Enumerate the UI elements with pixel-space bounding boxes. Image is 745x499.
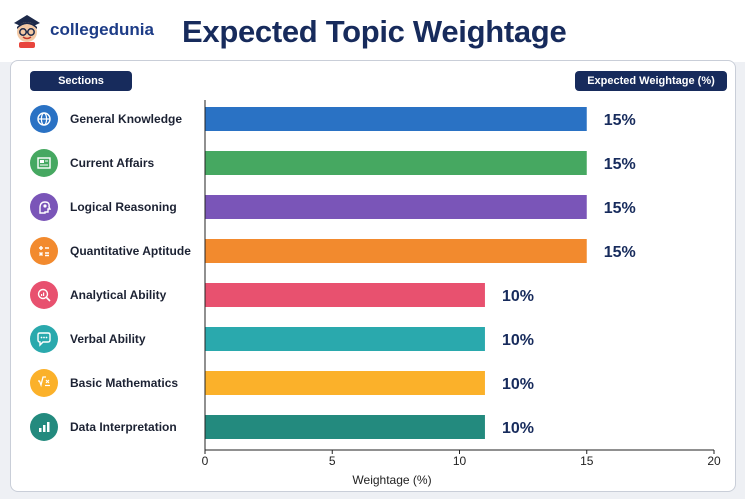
category-label: Current Affairs bbox=[70, 156, 155, 170]
category-label: Logical Reasoning bbox=[70, 200, 177, 214]
sections-header: Sections bbox=[30, 71, 132, 91]
data-label: 15% bbox=[604, 156, 636, 173]
bar bbox=[205, 371, 485, 395]
x-tick-label: 15 bbox=[580, 454, 594, 468]
logo[interactable]: collegedunia bbox=[10, 10, 154, 50]
category-label: General Knowledge bbox=[70, 112, 183, 126]
bar bbox=[205, 151, 587, 175]
category-label: Quantitative Aptitude bbox=[70, 244, 191, 258]
brain-head-icon bbox=[30, 193, 58, 221]
x-tick-label: 0 bbox=[202, 454, 209, 468]
logo-text: collegedunia bbox=[50, 20, 154, 39]
category-label: Analytical Ability bbox=[70, 288, 167, 302]
category-label: Basic Mathematics bbox=[70, 376, 179, 390]
bar bbox=[205, 195, 587, 219]
category-label: Verbal Ability bbox=[70, 332, 146, 346]
globe-icon bbox=[30, 105, 58, 133]
data-label: 15% bbox=[604, 200, 636, 217]
newspaper-icon bbox=[30, 149, 58, 177]
bar-chart-icon bbox=[30, 413, 58, 441]
mascot-icon bbox=[14, 15, 40, 48]
category-label: Data Interpretation bbox=[70, 420, 177, 434]
data-label: 10% bbox=[502, 332, 534, 349]
data-label: 10% bbox=[502, 376, 534, 393]
data-label: 10% bbox=[502, 420, 534, 437]
weightage-header: Expected Weightage (%) bbox=[575, 71, 727, 91]
speech-bubble-icon bbox=[30, 325, 58, 353]
bar bbox=[205, 415, 485, 439]
x-tick-label: 5 bbox=[329, 454, 336, 468]
data-label: 15% bbox=[604, 244, 636, 261]
bar bbox=[205, 327, 485, 351]
chart-magnifier-icon bbox=[30, 281, 58, 309]
page-title: Expected Topic Weightage bbox=[182, 14, 567, 49]
data-label: 15% bbox=[604, 112, 636, 129]
x-tick-label: 20 bbox=[707, 454, 721, 468]
bar bbox=[205, 107, 587, 131]
data-label: 10% bbox=[502, 288, 534, 305]
bar bbox=[205, 283, 485, 307]
math-formula-icon bbox=[30, 369, 58, 397]
bar bbox=[205, 239, 587, 263]
calculator-icon bbox=[30, 237, 58, 265]
header: collegedunia Expected Topic Weightage bbox=[0, 0, 745, 62]
x-tick-label: 10 bbox=[453, 454, 467, 468]
x-axis-label: Weightage (%) bbox=[352, 473, 431, 487]
